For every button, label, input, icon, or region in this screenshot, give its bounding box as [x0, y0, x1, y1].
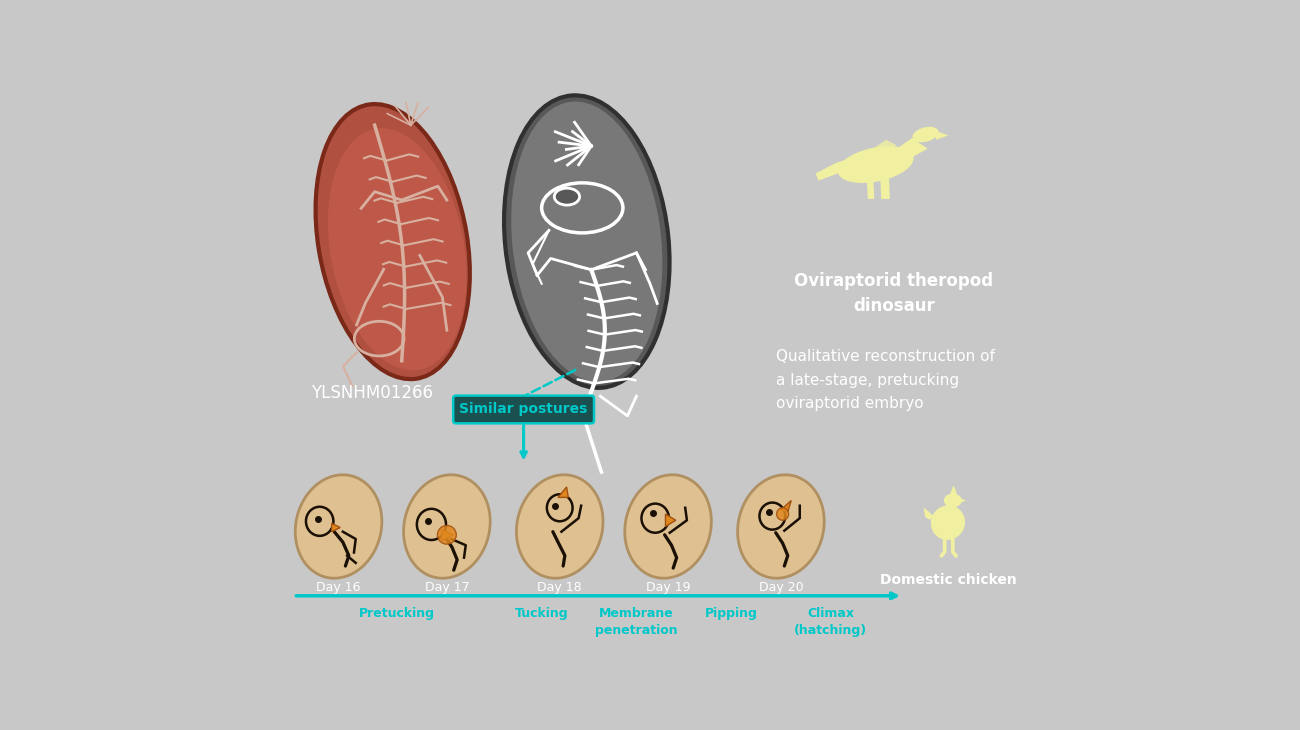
- Text: Qualitative reconstruction of
a late-stage, pretucking
oviraptorid embryo: Qualitative reconstruction of a late-sta…: [776, 350, 996, 411]
- Polygon shape: [558, 487, 568, 497]
- Text: Domestic chicken: Domestic chicken: [880, 573, 1017, 587]
- Ellipse shape: [504, 96, 670, 388]
- Ellipse shape: [437, 526, 456, 544]
- Ellipse shape: [516, 474, 603, 578]
- Polygon shape: [936, 515, 962, 535]
- Ellipse shape: [625, 474, 711, 578]
- Text: Pretucking: Pretucking: [359, 607, 436, 620]
- Ellipse shape: [295, 474, 382, 578]
- Polygon shape: [897, 138, 923, 154]
- Ellipse shape: [837, 146, 914, 183]
- Ellipse shape: [737, 474, 824, 578]
- Polygon shape: [959, 498, 966, 503]
- Polygon shape: [884, 138, 928, 163]
- Polygon shape: [815, 160, 845, 180]
- Text: Day 16: Day 16: [316, 581, 361, 593]
- Text: Day 20: Day 20: [759, 581, 803, 593]
- Ellipse shape: [306, 507, 333, 536]
- Ellipse shape: [554, 188, 580, 205]
- Ellipse shape: [316, 104, 469, 379]
- Ellipse shape: [931, 505, 965, 540]
- Polygon shape: [866, 140, 897, 158]
- Text: Day 19: Day 19: [646, 581, 690, 593]
- Polygon shape: [936, 131, 949, 140]
- Text: Day 18: Day 18: [537, 581, 582, 593]
- Text: Tucking: Tucking: [515, 607, 568, 620]
- Polygon shape: [666, 514, 676, 526]
- Polygon shape: [923, 507, 933, 520]
- Ellipse shape: [759, 502, 785, 530]
- Ellipse shape: [913, 127, 939, 142]
- Polygon shape: [442, 530, 452, 541]
- Text: Membrane
penetration: Membrane penetration: [595, 607, 677, 637]
- Polygon shape: [952, 487, 956, 496]
- Polygon shape: [867, 178, 874, 199]
- Ellipse shape: [944, 493, 962, 507]
- Text: Oviraptorid theropod
dinosaur: Oviraptorid theropod dinosaur: [794, 272, 993, 315]
- Text: Climax
(hatching): Climax (hatching): [794, 607, 867, 637]
- Ellipse shape: [641, 504, 670, 533]
- Ellipse shape: [328, 128, 467, 370]
- Ellipse shape: [776, 508, 789, 520]
- Text: YLSNHM01266: YLSNHM01266: [312, 384, 433, 402]
- Polygon shape: [956, 496, 961, 503]
- Text: Pipping: Pipping: [705, 607, 758, 620]
- Polygon shape: [881, 175, 889, 199]
- Ellipse shape: [417, 509, 446, 540]
- Polygon shape: [949, 501, 958, 510]
- Ellipse shape: [547, 494, 572, 521]
- Polygon shape: [332, 523, 341, 531]
- Text: Similar postures: Similar postures: [459, 402, 588, 416]
- Ellipse shape: [403, 474, 490, 578]
- FancyBboxPatch shape: [454, 396, 594, 423]
- Text: Day 17: Day 17: [425, 581, 469, 593]
- Polygon shape: [781, 501, 792, 512]
- Ellipse shape: [511, 101, 663, 382]
